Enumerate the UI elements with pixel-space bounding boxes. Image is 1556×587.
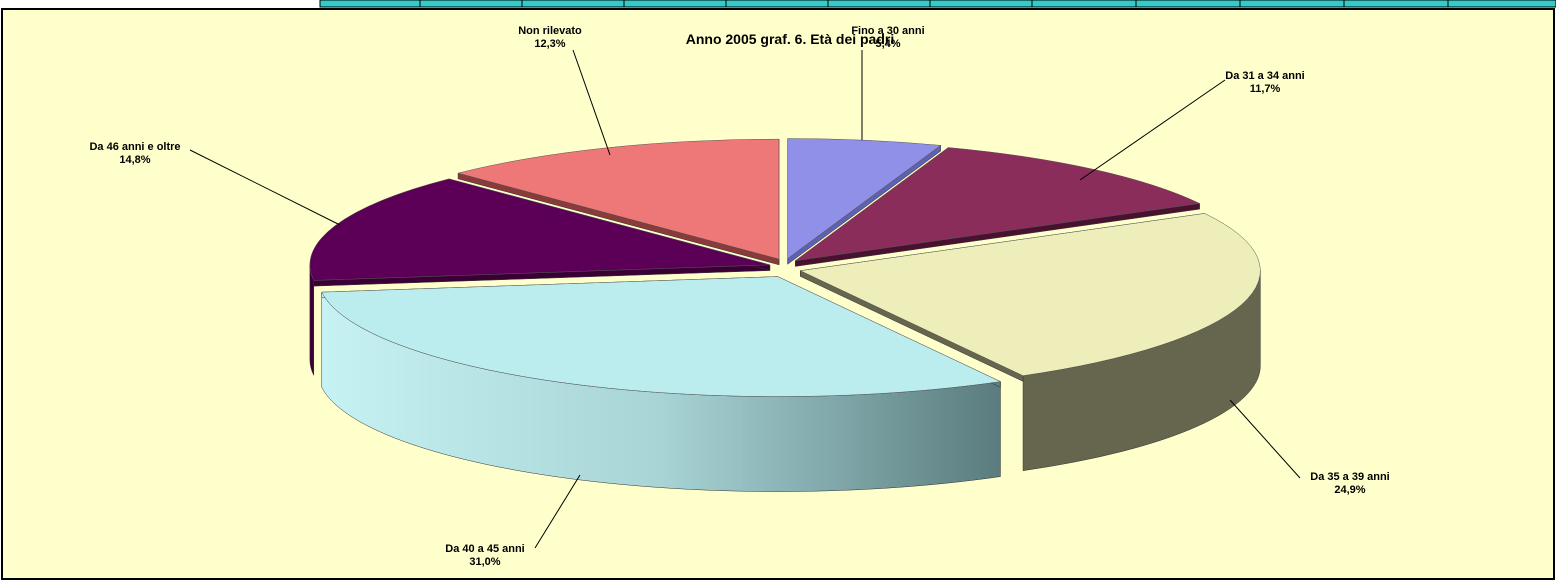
leader-line <box>1229 399 1301 479</box>
slice-value-label: 24,9% <box>1334 484 1365 496</box>
slice <box>799 213 1261 376</box>
slice <box>309 178 770 281</box>
slice <box>457 138 780 260</box>
slice <box>795 147 1201 261</box>
slice-value-label: 12,3% <box>534 38 565 50</box>
chart-title: Anno 2005 graf. 6. Età dei padri <box>686 31 895 47</box>
leader-line <box>1079 79 1226 181</box>
leader-line <box>572 49 611 156</box>
slice-value-label: 11,7% <box>1250 83 1281 95</box>
slice-label: Da 40 a 45 anni <box>445 543 525 555</box>
slice-label: Non rilevato <box>518 25 582 37</box>
slice-label: Da 31 a 34 anni <box>1225 70 1305 82</box>
slice-tops <box>309 138 1261 397</box>
slice-label: Da 46 anni e oltre <box>89 141 180 153</box>
slice-label: Fino a 30 anni <box>851 25 924 37</box>
leader-line <box>189 149 341 226</box>
slice-value-label: 31,0% <box>469 556 500 568</box>
slice <box>321 276 1002 397</box>
slice-value-label: 14,8% <box>119 154 150 166</box>
slice-label: Da 35 a 39 anni <box>1310 471 1390 483</box>
sheet-cell-lines <box>419 0 1449 7</box>
leader-line <box>534 474 581 549</box>
slice-side <box>309 264 315 376</box>
sheet-cells <box>319 0 1556 8</box>
slice-value-label: 5,4% <box>875 38 900 50</box>
slice <box>787 138 942 260</box>
